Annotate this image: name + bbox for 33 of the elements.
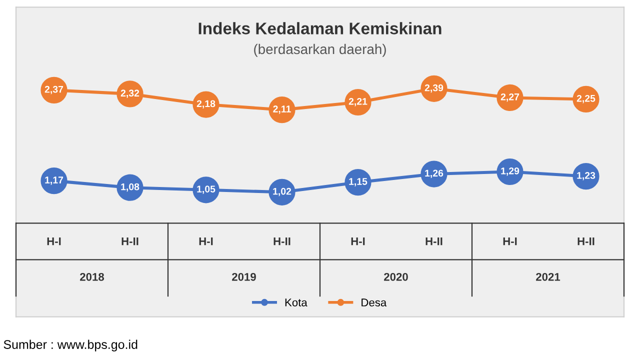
data-label: 1,17 xyxy=(45,176,64,185)
x-tick-label: H-II xyxy=(274,237,290,246)
x-tick-label: H-II xyxy=(426,237,442,246)
x-tick-label: H-II xyxy=(578,237,594,246)
data-label: 1,08 xyxy=(121,183,140,192)
x-tick-label: H-I xyxy=(351,237,365,246)
x-tick-label: H-II xyxy=(122,237,138,246)
text: Sumber : www.bps.go.id xyxy=(4,340,138,352)
text: 2018 xyxy=(80,272,104,281)
data-label: 2,11 xyxy=(273,106,291,114)
data-label: 1,05 xyxy=(197,186,216,194)
data-label: 1,23 xyxy=(577,172,596,180)
chart-title: Indeks Kedalaman Kemiskinan xyxy=(198,22,442,34)
data-label: 2,25 xyxy=(576,94,596,104)
x-tick-label: H-I xyxy=(199,237,213,246)
text: 2021 xyxy=(536,272,560,281)
text: 2020 xyxy=(384,272,408,281)
chart-subtitle: (berdasarkan daerah) xyxy=(254,44,386,57)
x-tick-label: H-I xyxy=(503,237,517,246)
legend-label: Desa xyxy=(362,298,387,306)
data-label: 1,29 xyxy=(501,167,520,176)
x-tick-label: H-I xyxy=(47,237,61,246)
data-label: 2,21 xyxy=(348,98,368,106)
data-label: 2,39 xyxy=(424,84,444,93)
data-label: 1,26 xyxy=(425,170,444,178)
data-label: 1,02 xyxy=(273,188,292,196)
data-label: 2,18 xyxy=(196,100,216,109)
data-label: 2,37 xyxy=(44,86,64,94)
data-label: 1,15 xyxy=(349,178,368,186)
legend-label: Kota xyxy=(285,298,308,306)
text: 2019 xyxy=(232,272,256,281)
data-label: 2,27 xyxy=(500,93,520,102)
data-label: 2,32 xyxy=(120,90,140,98)
